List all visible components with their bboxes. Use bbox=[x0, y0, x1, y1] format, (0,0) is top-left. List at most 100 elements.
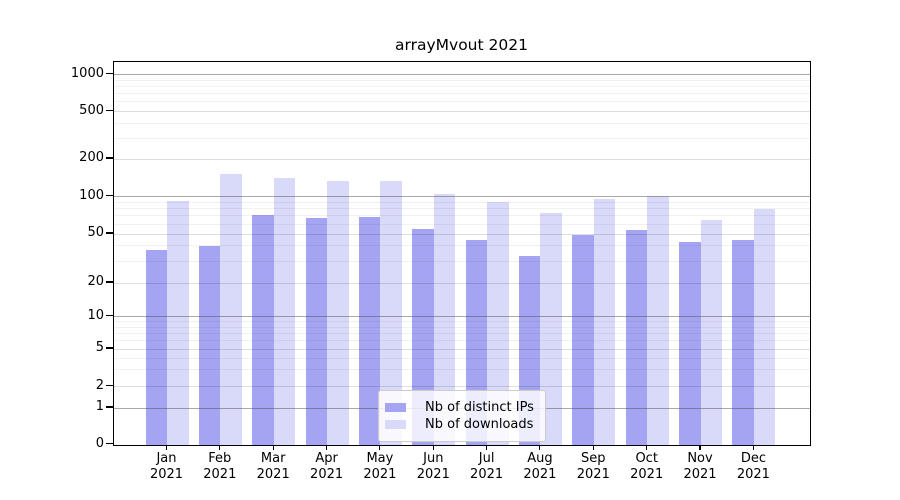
bar-downloads-oct bbox=[647, 196, 669, 445]
gridline-8 bbox=[114, 326, 810, 328]
gridline-200 bbox=[114, 158, 810, 160]
bar-downloads-apr bbox=[327, 180, 349, 445]
gridline-4 bbox=[114, 357, 810, 359]
bar-distinct-ips-may bbox=[358, 216, 381, 445]
bar-distinct-ips-feb bbox=[198, 245, 221, 445]
x-tick-mark-jul bbox=[486, 445, 488, 450]
y-tick-label-100: 100 bbox=[79, 187, 104, 203]
x-tick-mark-dec bbox=[752, 445, 754, 450]
x-tick-label-jun: Jun 2021 bbox=[416, 451, 450, 482]
bar-downloads-feb bbox=[220, 173, 242, 445]
x-tick-label-nov: Nov 2021 bbox=[683, 451, 717, 482]
bar-downloads-jan bbox=[167, 201, 189, 445]
gridline-3 bbox=[114, 369, 810, 371]
bar-downloads-mar bbox=[273, 177, 296, 445]
gridline-9 bbox=[114, 320, 810, 322]
y-tick-mark-10 bbox=[106, 314, 113, 317]
bar-downloads-aug bbox=[540, 212, 562, 445]
legend-label-distinct-ips: Nb of distinct IPs bbox=[425, 400, 534, 415]
gridline-500 bbox=[114, 111, 810, 112]
gridline-60 bbox=[114, 223, 810, 225]
y-tick-mark-50 bbox=[106, 232, 113, 234]
x-tick-mark-jun bbox=[432, 445, 434, 450]
gridline-50 bbox=[114, 233, 810, 235]
x-tick-label-oct: Oct 2021 bbox=[630, 451, 664, 482]
x-tick-mark-oct bbox=[646, 445, 648, 450]
plot-area bbox=[113, 61, 811, 446]
gridline-6 bbox=[114, 340, 810, 341]
y-axis-labels: 0 1 2 5 10 20 50 100 200 500 1000 bbox=[0, 61, 104, 451]
y-tick-mark-2 bbox=[106, 384, 113, 387]
y-tick-label-1000: 1000 bbox=[70, 65, 104, 81]
y-tick-mark-1 bbox=[106, 406, 113, 408]
chart-title: arrayMvout 2021 bbox=[395, 36, 528, 54]
legend-swatch-distinct-ips-icon bbox=[385, 403, 406, 412]
y-tick-label-10: 10 bbox=[87, 307, 104, 323]
legend-label-downloads: Nb of downloads bbox=[425, 417, 534, 432]
y-tick-label-20: 20 bbox=[87, 274, 104, 289]
legend: Nb of distinct IPs Nb of downloads bbox=[378, 390, 546, 442]
x-tick-mark-mar bbox=[272, 445, 274, 450]
y-tick-mark-500 bbox=[106, 109, 113, 112]
gridline-300 bbox=[114, 137, 810, 139]
x-tick-mark-apr bbox=[326, 445, 328, 450]
gridline-400 bbox=[114, 122, 810, 124]
bar-downloads-jun bbox=[433, 193, 456, 445]
y-tick-mark-20 bbox=[106, 281, 113, 283]
gridline-7 bbox=[114, 332, 810, 334]
grid-layer bbox=[114, 62, 810, 445]
y-tick-mark-5 bbox=[106, 347, 113, 349]
x-tick-label-dec: Dec 2021 bbox=[736, 451, 770, 482]
bar-distinct-ips-jan bbox=[145, 250, 167, 445]
legend-entry-downloads: Nb of downloads bbox=[385, 417, 534, 432]
x-tick-mark-aug bbox=[539, 445, 541, 450]
y-tick-mark-200 bbox=[106, 157, 113, 159]
gridline-30 bbox=[114, 260, 810, 262]
bar-distinct-ips-nov bbox=[679, 242, 701, 445]
gridline-1000 bbox=[114, 74, 810, 76]
bar-distinct-ips-oct bbox=[625, 229, 648, 445]
x-tick-label-sep: Sep 2021 bbox=[576, 451, 610, 482]
gridline-70 bbox=[114, 215, 810, 217]
bar-downloads-dec bbox=[753, 208, 776, 445]
x-tick-mark-feb bbox=[219, 445, 221, 450]
bar-distinct-ips-mar bbox=[252, 215, 274, 445]
y-tick-label-500: 500 bbox=[79, 102, 104, 118]
gridline-20 bbox=[114, 282, 810, 284]
bar-downloads-may bbox=[380, 180, 402, 445]
y-tick-mark-100 bbox=[106, 195, 113, 197]
x-tick-label-apr: Apr 2021 bbox=[310, 451, 344, 482]
y-axis-tick-marks bbox=[106, 61, 114, 445]
gridline-700 bbox=[114, 93, 810, 94]
gridline-2 bbox=[114, 386, 810, 387]
bar-distinct-ips-apr bbox=[305, 218, 328, 445]
legend-swatch-downloads-icon bbox=[385, 420, 406, 429]
gridline-100 bbox=[114, 196, 810, 198]
y-tick-mark-0 bbox=[106, 442, 113, 445]
bar-distinct-ips-dec bbox=[732, 239, 754, 445]
gridline-900 bbox=[114, 79, 810, 81]
x-tick-label-feb: Feb 2021 bbox=[203, 451, 237, 482]
x-tick-label-may: May 2021 bbox=[363, 451, 397, 482]
x-tick-label-mar: Mar 2021 bbox=[256, 451, 290, 482]
gridline-90 bbox=[114, 201, 810, 203]
y-tick-label-0: 0 bbox=[95, 435, 104, 451]
bar-downloads-nov bbox=[700, 219, 722, 445]
y-tick-mark-1000 bbox=[106, 72, 113, 75]
gridline-800 bbox=[114, 85, 810, 87]
y-tick-label-50: 50 bbox=[87, 225, 104, 240]
bar-downloads-sep bbox=[593, 198, 616, 445]
gridline-600 bbox=[114, 101, 810, 103]
gridline-5 bbox=[114, 348, 810, 350]
gridline-40 bbox=[114, 245, 810, 247]
legend-entry-distinct-ips: Nb of distinct IPs bbox=[385, 400, 534, 415]
bar-downloads-jul bbox=[487, 202, 509, 445]
y-tick-label-5: 5 bbox=[95, 340, 104, 355]
y-tick-label-200: 200 bbox=[79, 150, 104, 165]
x-tick-mark-nov bbox=[699, 445, 701, 450]
x-tick-mark-jan bbox=[165, 445, 168, 450]
x-tick-label-jan: Jan 2021 bbox=[149, 451, 184, 482]
x-tick-label-aug: Aug 2021 bbox=[523, 451, 557, 482]
x-tick-label-jul: Jul 2021 bbox=[470, 451, 504, 482]
